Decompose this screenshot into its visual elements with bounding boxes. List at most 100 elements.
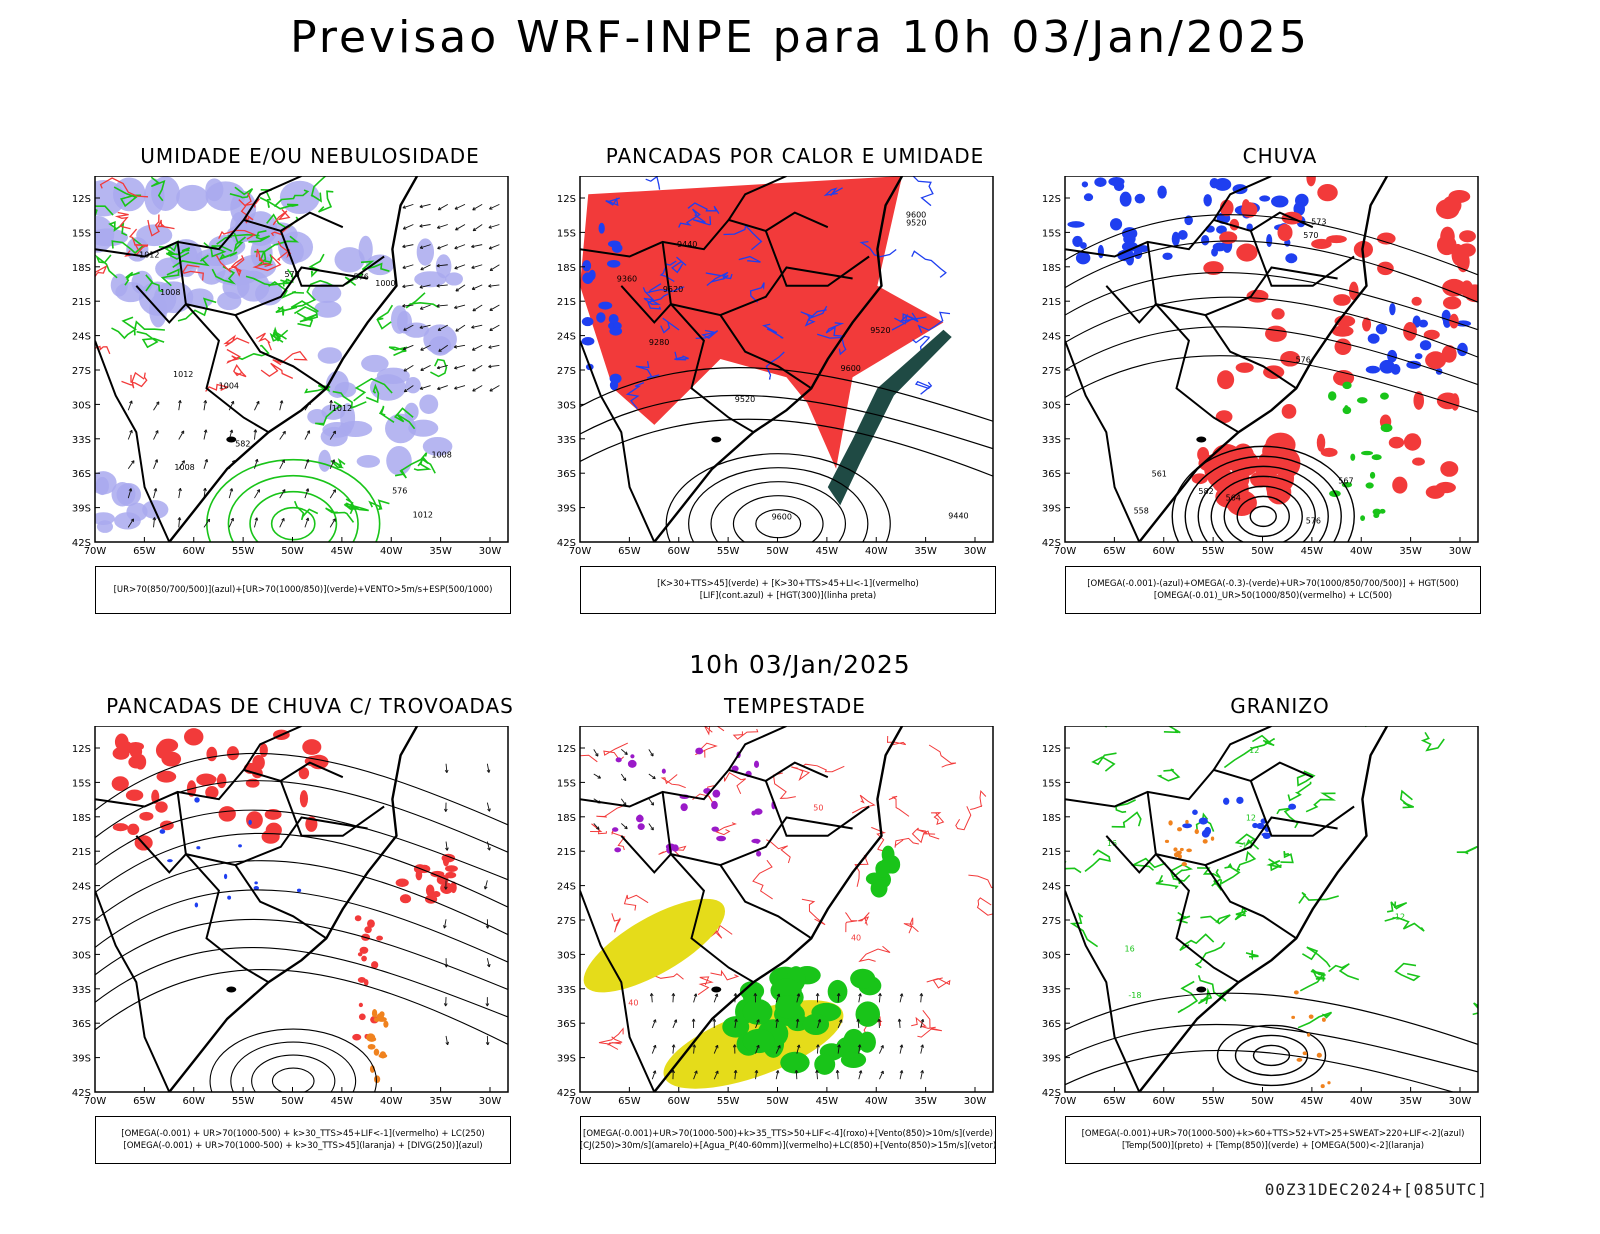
- field-blob: [318, 347, 342, 364]
- legend-box: [OMEGA(-0.001)+UR>70(1000-500)+k>35_TTS>…: [580, 1116, 996, 1164]
- field-blob: [334, 247, 364, 272]
- map-pancadas-calor[interactable]: 9600960096009520952095209440944093609280…: [535, 176, 1055, 566]
- lon-label: 30W: [1449, 1096, 1472, 1107]
- field-blob: [828, 980, 848, 1003]
- field-blob: [1420, 340, 1431, 350]
- contour-label: 1012: [332, 404, 352, 413]
- wind-vector: [403, 345, 413, 349]
- field-blob: [302, 739, 321, 755]
- lon-label: 30W: [964, 546, 987, 557]
- field-blob: [1185, 820, 1188, 824]
- contour-line: [698, 977, 712, 995]
- field-blob: [1411, 297, 1421, 306]
- field-blob: [1327, 1081, 1330, 1084]
- contour-line: [310, 254, 324, 276]
- field-blob: [1108, 177, 1124, 186]
- field-blob: [374, 1049, 380, 1056]
- lat-label: 15S: [1042, 778, 1061, 789]
- map-tempestade[interactable]: 40405012S15S18S21S24S27S30S33S36S39S42S7…: [535, 726, 1055, 1116]
- lat-label: 24S: [72, 332, 91, 343]
- field-blob: [612, 243, 623, 252]
- contour-line: [1457, 847, 1477, 854]
- field-blob: [127, 824, 139, 835]
- field-blob: [1186, 849, 1192, 853]
- wind-vector: [859, 993, 862, 1002]
- field-blob: [432, 891, 440, 897]
- field-blob: [1317, 1053, 1322, 1058]
- wind-vector: [229, 488, 232, 498]
- contour-line: [803, 764, 844, 772]
- field-blob: [1203, 194, 1211, 206]
- wind-vector: [489, 204, 499, 209]
- wind-vector: [921, 1070, 924, 1079]
- wind-vector: [879, 1071, 883, 1079]
- legend-line: [OMEGA(-0.001)-(azul)+OMEGA(-0.3)-(verde…: [1087, 578, 1459, 590]
- contour-label: 40: [628, 998, 638, 1007]
- wind-vector: [179, 488, 182, 498]
- lat-label: 21S: [557, 847, 576, 858]
- wind-vector: [879, 993, 882, 1002]
- contour-line: [917, 1010, 942, 1037]
- lon-label: 40W: [865, 1096, 888, 1107]
- lon-label: 70W: [84, 1096, 107, 1107]
- wind-vector: [444, 997, 447, 1006]
- isobar: [733, 496, 823, 552]
- field-blob: [1373, 513, 1379, 518]
- contour-label: 564: [1226, 493, 1241, 502]
- field-blob: [1271, 308, 1284, 319]
- field-blob: [1271, 195, 1288, 207]
- contour-label: 1008: [160, 288, 180, 297]
- map-chuva[interactable]: 58257657657357056756456155812S15S18S21S2…: [1020, 176, 1540, 566]
- wind-vector: [672, 1045, 675, 1054]
- contour-line: [1306, 793, 1335, 811]
- field-blob: [754, 761, 759, 768]
- contour-line: [716, 823, 735, 835]
- contour-line: [912, 251, 946, 277]
- map-granizo[interactable]: -12-12-181216161212S15S18S21S24S27S30S33…: [1020, 726, 1540, 1116]
- wind-vector: [472, 265, 483, 269]
- field-blob: [376, 936, 383, 941]
- lat-label: 24S: [557, 882, 576, 893]
- wind-vector: [438, 245, 448, 249]
- wind-vector: [254, 401, 258, 410]
- wind-vector: [280, 401, 283, 411]
- wind-vector: [473, 386, 483, 392]
- wind-vector: [154, 431, 158, 440]
- field-blob: [1377, 233, 1396, 245]
- lon-label: 30W: [479, 546, 502, 557]
- lat-label: 15S: [557, 228, 576, 239]
- field-blob: [196, 846, 200, 849]
- field-blob: [630, 754, 634, 758]
- wind-vector: [900, 994, 903, 1003]
- field-blob: [711, 827, 719, 832]
- field-blob: [662, 769, 666, 774]
- field-blob: [582, 337, 595, 345]
- field-blob: [359, 1003, 363, 1007]
- wind-vector: [445, 764, 448, 773]
- contour-label: 9600: [772, 512, 792, 521]
- lat-label: 27S: [1042, 916, 1061, 927]
- field-blob: [1199, 818, 1208, 825]
- wind-vector: [153, 517, 156, 527]
- field-blob: [367, 919, 375, 928]
- wind-vector: [714, 994, 718, 1002]
- contour-line: [1423, 732, 1444, 750]
- contour-line: [1221, 864, 1239, 883]
- lon-label: 65W: [133, 1096, 156, 1107]
- lat-label: 39S: [1042, 504, 1061, 515]
- field-blob: [423, 324, 457, 354]
- field-blob: [377, 1013, 384, 1020]
- wind-vector: [621, 799, 626, 806]
- contour-label: 40: [851, 934, 861, 943]
- lat-label: 36S: [557, 1019, 576, 1030]
- field-blob: [1321, 448, 1338, 457]
